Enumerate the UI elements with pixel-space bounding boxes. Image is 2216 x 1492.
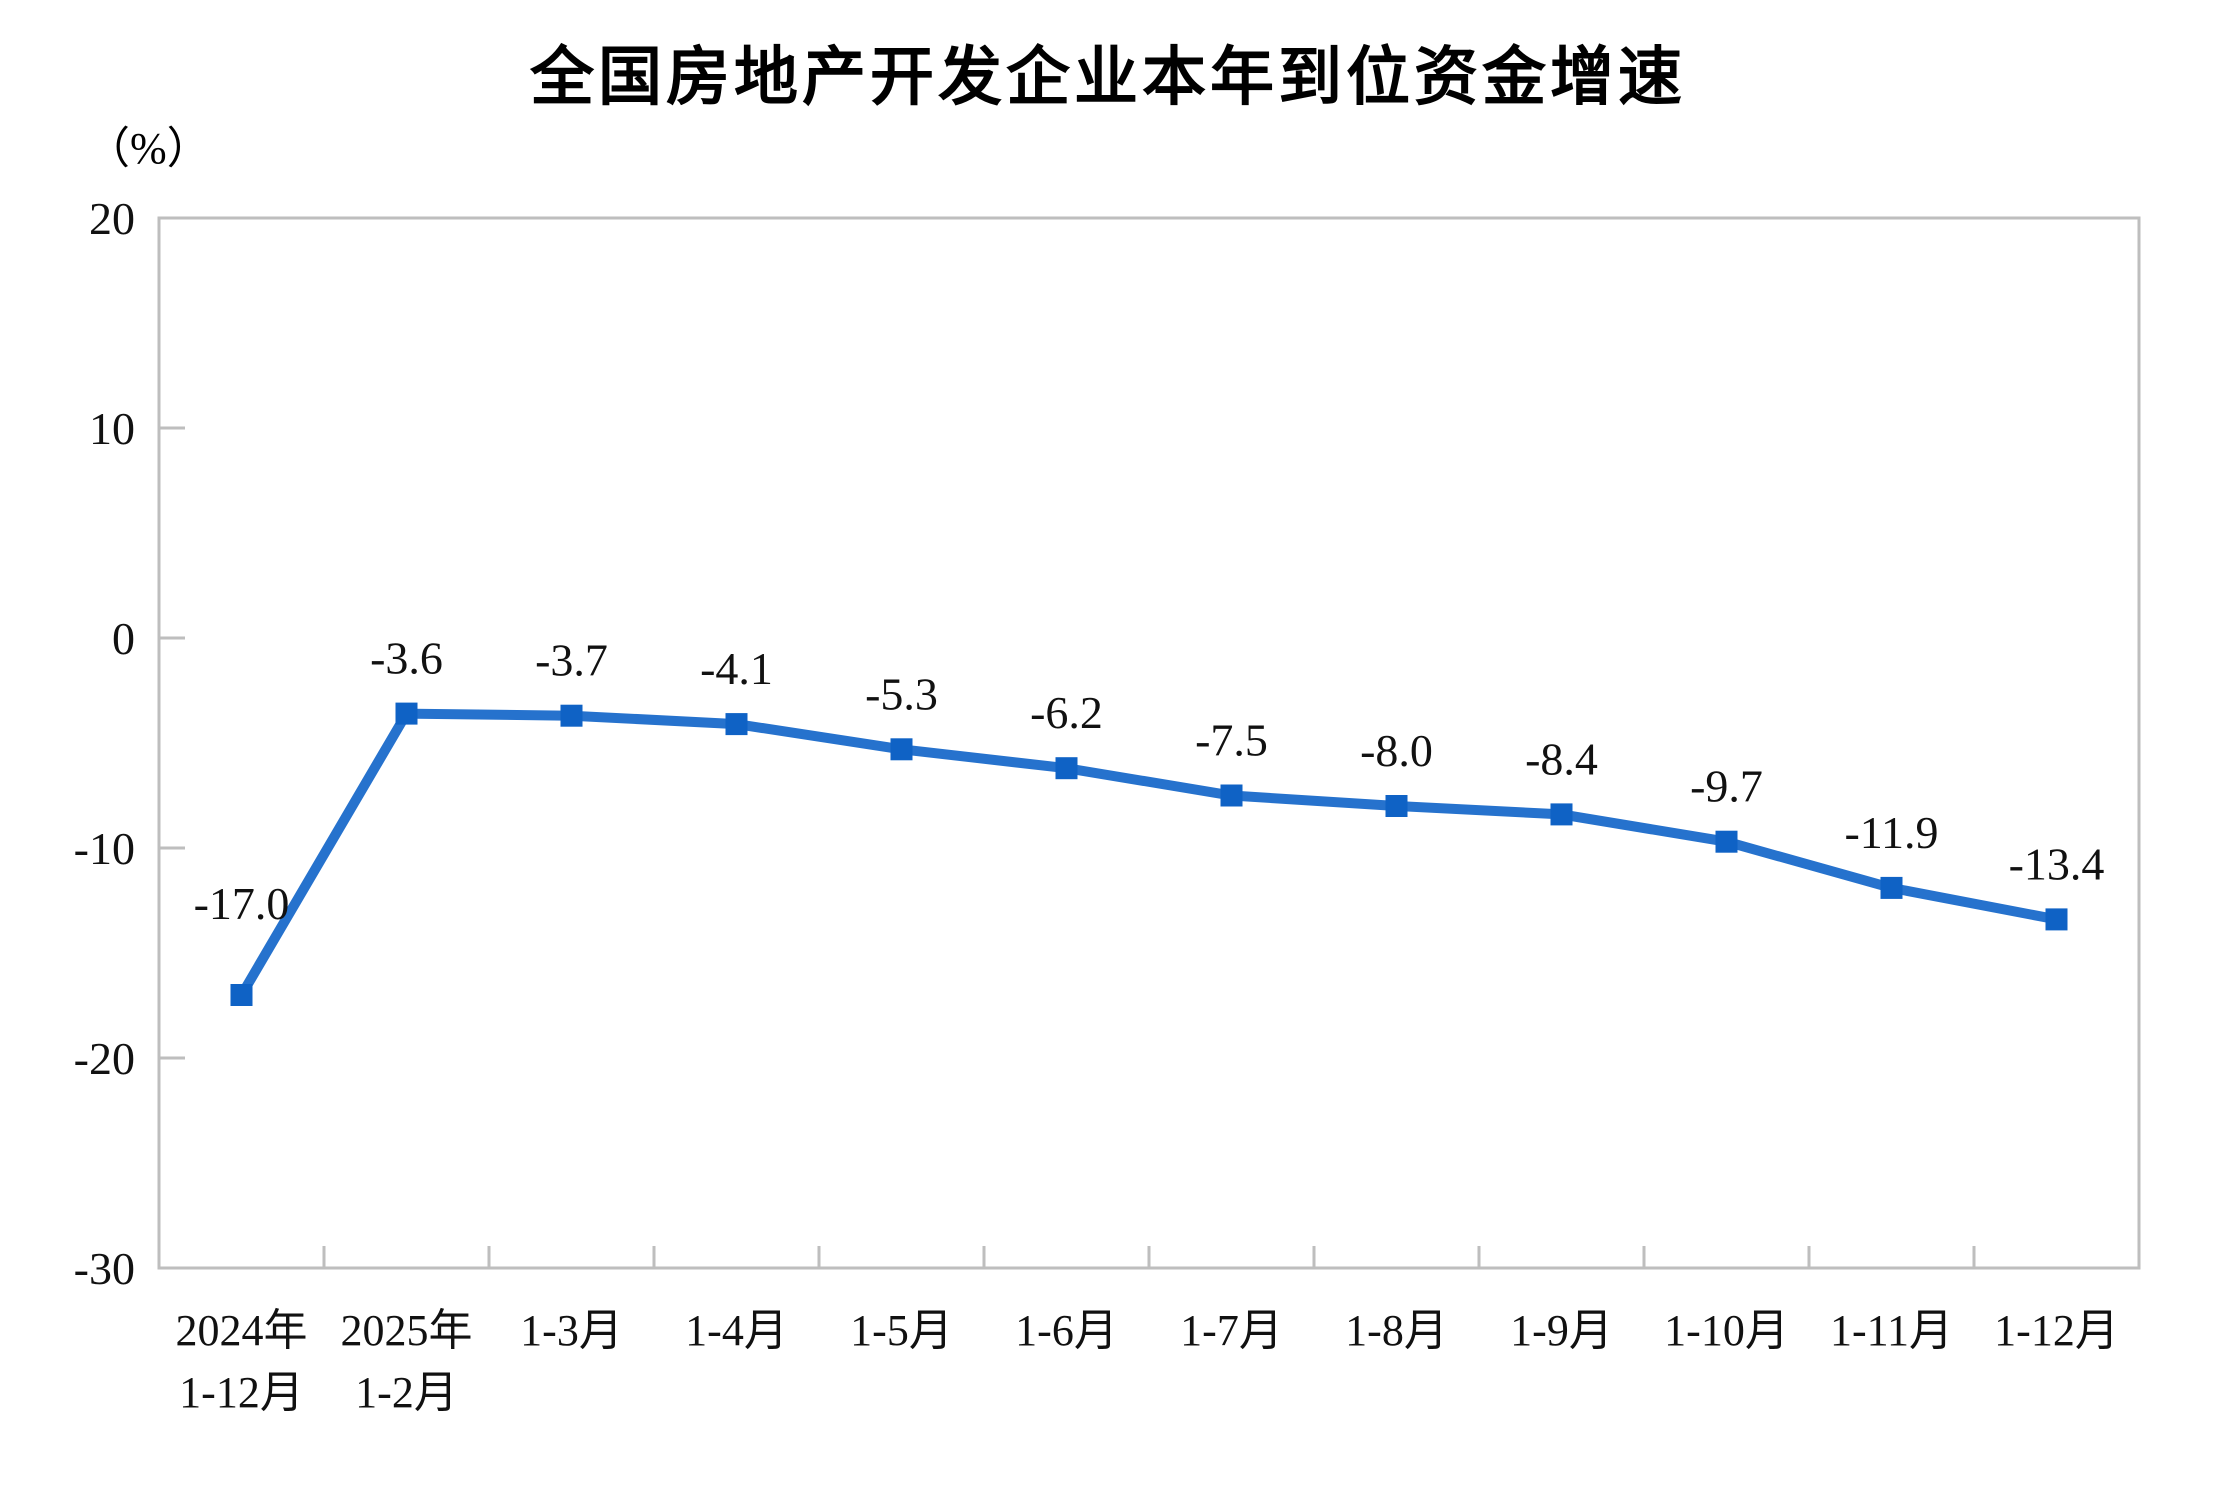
x-axis-tick-label: 1-3月 (520, 1306, 623, 1355)
data-point-label: -13.4 (2009, 838, 2105, 889)
plot-border (157, 216, 2141, 1270)
data-point-marker (1055, 757, 1078, 780)
data-point-label: -5.3 (865, 668, 938, 719)
data-point-marker (1715, 830, 1738, 853)
y-axis-tick-label: 20 (89, 193, 135, 244)
data-point-label: -3.6 (370, 633, 443, 684)
data-point-label: -4.1 (700, 643, 773, 694)
x-axis-tick-label: 2025年 (341, 1306, 473, 1355)
data-point-label: -8.4 (1525, 733, 1598, 784)
x-axis-tick-label: 1-2月 (355, 1368, 458, 1417)
x-axis-tick-label: 1-12月 (1994, 1306, 2119, 1355)
data-point-marker (230, 984, 253, 1006)
data-point-label: -9.7 (1690, 761, 1763, 812)
data-point-marker (395, 702, 418, 725)
data-point-label: -3.7 (535, 635, 608, 686)
x-axis-tick-label: 1-9月 (1510, 1306, 1613, 1355)
data-point-marker (1385, 795, 1408, 817)
y-axis-tick-label: 10 (89, 403, 135, 454)
data-point-label: -11.9 (1844, 807, 1938, 858)
x-axis-tick-label: 1-10月 (1664, 1306, 1789, 1355)
data-line (237, 708, 2058, 998)
x-axis-tick-label: 1-11月 (1830, 1306, 1953, 1355)
x-axis-tick-label: 1-12月 (179, 1368, 304, 1417)
data-point-label: -17.0 (194, 878, 290, 929)
x-axis-tick-label: 1-4月 (685, 1306, 788, 1355)
y-axis-tick-label: -20 (74, 1033, 135, 1084)
data-point-marker (1220, 784, 1243, 807)
y-axis-tick-label: 0 (112, 613, 135, 664)
y-axis-tick-label: -10 (74, 823, 135, 874)
x-axis-tick-label: 2024年 (176, 1306, 308, 1355)
chart-title: 全国房地产开发企业本年到位资金增速 (530, 41, 1686, 113)
data-point-label: -7.5 (1195, 715, 1268, 766)
data-point-label: -6.2 (1030, 687, 1103, 738)
data-point-label: -8.0 (1360, 725, 1433, 776)
data-point-marker (1880, 876, 1903, 899)
y-axis-tick-label: -30 (74, 1243, 135, 1294)
x-axis-tick-label: 1-6月 (1015, 1306, 1118, 1355)
data-point-marker (1550, 803, 1573, 826)
data-point-marker (560, 704, 583, 727)
x-axis-tick-label: 1-5月 (850, 1306, 953, 1355)
data-point-marker (890, 738, 913, 761)
x-axis-tick-label: 1-8月 (1345, 1306, 1448, 1355)
y-axis-unit-label: （%） (86, 124, 211, 173)
data-point-marker (2045, 908, 2068, 931)
data-point-marker (725, 713, 748, 736)
x-axis-tick-label: 1-7月 (1180, 1306, 1283, 1355)
